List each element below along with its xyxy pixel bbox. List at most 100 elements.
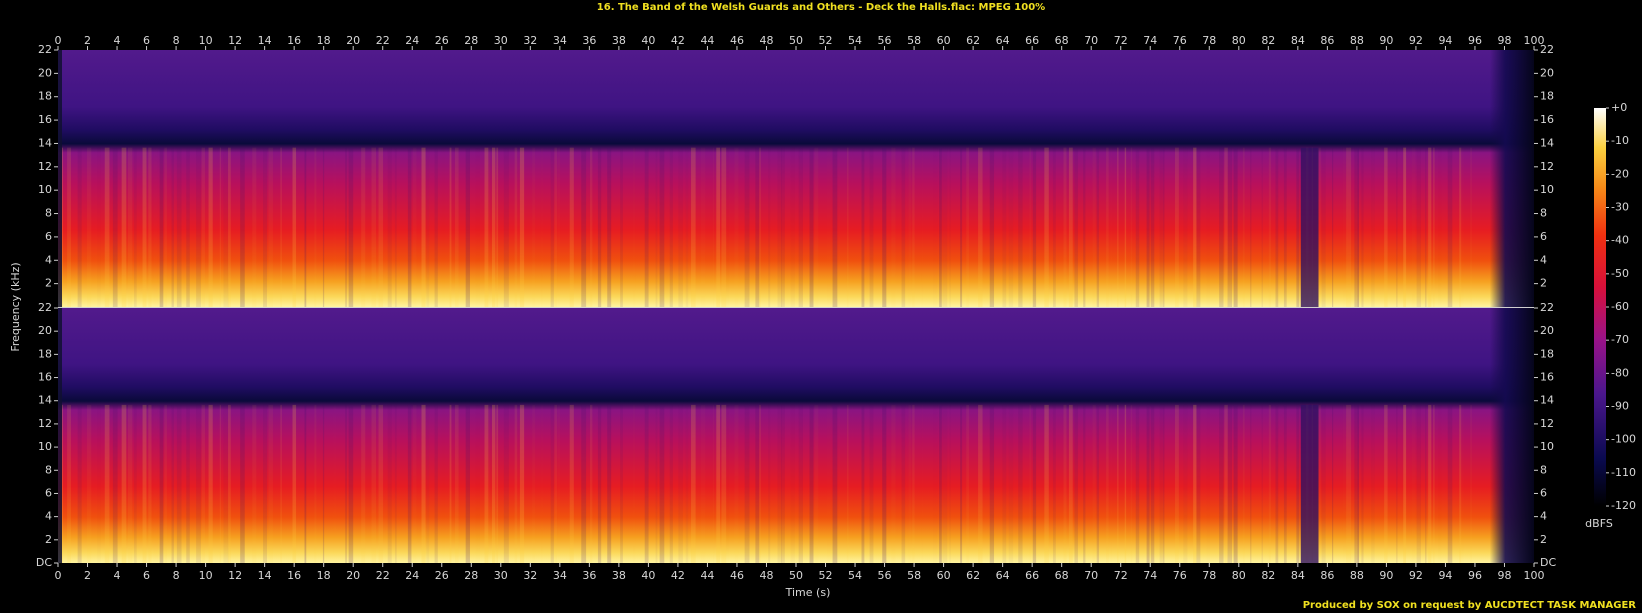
- chart-title: 16. The Band of the Welsh Guards and Oth…: [597, 2, 1045, 13]
- texture-stripe: [1227, 147, 1233, 307]
- texture-stripe: [1063, 147, 1067, 307]
- x-tick-label-bottom: 90: [1379, 569, 1393, 582]
- y-tick-label-right: 8: [1540, 207, 1547, 220]
- texture-stripe: [744, 404, 750, 563]
- texture-stripe: [939, 147, 942, 307]
- colorbar-tick-label: -70: [1611, 333, 1629, 346]
- texture-stripe: [348, 147, 354, 307]
- texture-stripe: [1106, 404, 1109, 563]
- texture-stripe: [304, 147, 307, 307]
- texture-stripe: [1470, 147, 1472, 307]
- texture-stripe: [1146, 147, 1150, 307]
- x-tick-label: 68: [1055, 34, 1069, 47]
- texture-stripe: [133, 404, 137, 563]
- y-tick-label-right: 16: [1540, 113, 1554, 126]
- y-tick-label-right: 12: [1540, 160, 1554, 173]
- x-tick-label-bottom: 86: [1320, 569, 1334, 582]
- x-tick-label-bottom: 6: [143, 569, 150, 582]
- texture-stripe: [942, 404, 948, 563]
- texture-stripe: [128, 147, 133, 307]
- x-tick-label: 74: [1143, 34, 1157, 47]
- texture-stripe: [1447, 147, 1453, 307]
- x-tick-label: 20: [346, 34, 360, 47]
- texture-stripe: [1371, 405, 1375, 563]
- footer: Produced by SOX on request by AUCDTECT T…: [1303, 600, 1637, 611]
- texture-stripe: [280, 147, 282, 307]
- y-tick-label-right: 10: [1540, 183, 1554, 196]
- texture-stripe: [768, 147, 771, 307]
- texture-stripe: [387, 147, 392, 307]
- texture-stripe: [153, 405, 158, 563]
- x-tick-label-bottom: 94: [1438, 569, 1452, 582]
- x-tick-label-bottom: 72: [1114, 569, 1128, 582]
- x-tick-label: 66: [1025, 34, 1039, 47]
- texture-stripe: [159, 147, 164, 307]
- x-tick-label-bottom: 68: [1055, 569, 1069, 582]
- texture-stripe: [153, 148, 158, 307]
- x-tick-label: 84: [1291, 34, 1305, 47]
- texture-stripe: [678, 147, 683, 307]
- texture-stripe: [133, 147, 137, 307]
- texture-stripe: [1032, 147, 1037, 307]
- texture-stripe: [97, 148, 101, 307]
- texture-stripe: [1083, 147, 1086, 307]
- texture-stripe: [1470, 404, 1472, 563]
- texture-stripe: [1044, 147, 1049, 307]
- texture-stripe: [1433, 404, 1435, 563]
- texture-stripe: [62, 404, 64, 563]
- y-tick-label: 6: [45, 486, 52, 499]
- texture-stripe: [759, 147, 761, 307]
- texture-stripe: [550, 147, 554, 307]
- y-tick-label-right: 18: [1540, 347, 1554, 360]
- texture-stripe: [201, 147, 205, 307]
- texture-stripe: [901, 147, 906, 307]
- colorbar-tick-label: -40: [1611, 234, 1629, 247]
- texture-stripe: [345, 147, 347, 307]
- x-tick-label-bottom: 20: [346, 569, 360, 582]
- y-tick-label: 12: [38, 417, 52, 430]
- colorbar-tick-label: -120: [1611, 499, 1636, 512]
- texture-stripe: [1396, 404, 1398, 563]
- texture-stripe: [1250, 404, 1252, 563]
- texture-stripe: [861, 404, 865, 563]
- x-tick-label: 56: [878, 34, 892, 47]
- texture-stripe: [1357, 404, 1359, 563]
- x-tick-label-bottom: 66: [1025, 569, 1039, 582]
- y-tick-label-right: 4: [1540, 510, 1547, 523]
- texture-stripe: [1018, 147, 1023, 307]
- texture-stripe: [1018, 404, 1023, 563]
- texture-stripe: [1283, 147, 1287, 307]
- y-tick-label-right: 6: [1540, 230, 1547, 243]
- y-tick-label: 14: [38, 394, 52, 407]
- y-tick-label: 4: [45, 510, 52, 523]
- x-tick-label: 44: [700, 34, 714, 47]
- texture-stripe: [1261, 147, 1263, 307]
- texture-stripe: [838, 148, 840, 307]
- y-tick-label-right: 10: [1540, 440, 1554, 453]
- texture-stripe: [1425, 147, 1427, 307]
- texture-stripe: [960, 404, 963, 563]
- x-tick-label: 76: [1173, 34, 1187, 47]
- texture-stripe: [503, 147, 509, 307]
- texture-stripe: [121, 404, 127, 563]
- texture-stripe: [371, 147, 376, 307]
- texture-stripe: [1110, 148, 1112, 307]
- x-axis-label: Time (s): [785, 586, 831, 599]
- end-fade: [1489, 308, 1534, 563]
- texture-stripe: [413, 405, 417, 563]
- start-strip: [58, 50, 62, 307]
- x-tick-label: 14: [258, 34, 272, 47]
- y-tick-label: 6: [45, 230, 52, 243]
- texture-stripe: [1412, 405, 1416, 563]
- x-tick-label-bottom: 84: [1291, 569, 1305, 582]
- y-tick-label: 22: [38, 43, 52, 56]
- x-tick-label: 10: [199, 34, 213, 47]
- colorbar-tick-label: -90: [1611, 400, 1629, 413]
- texture-stripe: [1371, 148, 1375, 307]
- texture-stripe: [503, 404, 509, 563]
- y-tick-label: 18: [38, 90, 52, 103]
- texture-stripe: [491, 404, 496, 563]
- texture-stripe: [1384, 404, 1388, 563]
- texture-stripe: [186, 147, 190, 307]
- texture-stripe: [1193, 147, 1197, 307]
